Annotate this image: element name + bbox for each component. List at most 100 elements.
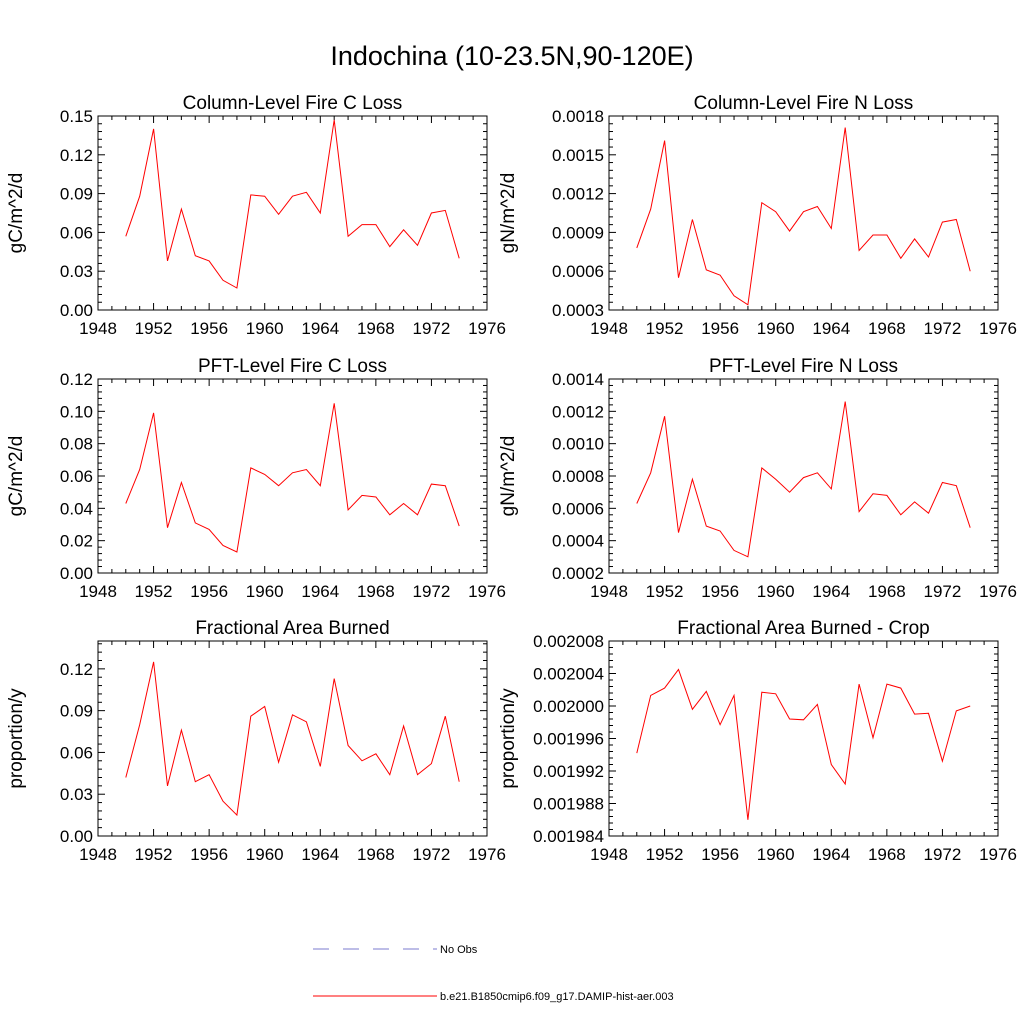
plot-frame <box>608 378 999 574</box>
y-tick-label: 0.0008 <box>552 467 604 486</box>
x-tick-label: 1948 <box>79 845 117 864</box>
y-tick-label: 0.001984 <box>533 827 604 846</box>
plot-frame <box>608 640 999 837</box>
y-tick-label: 0.12 <box>60 370 93 389</box>
y-axis-label: gC/m^2/d <box>6 173 27 254</box>
y-tick-label: 0.00 <box>60 564 93 583</box>
x-tick-label: 1968 <box>357 319 395 338</box>
chart-title: Fractional Area Burned - Crop <box>677 618 929 639</box>
x-tick-label: 1948 <box>590 319 628 338</box>
y-tick-label: 0.0012 <box>552 402 604 421</box>
y-axis-label: gC/m^2/d <box>6 436 27 517</box>
x-tick-label: 1972 <box>924 582 962 601</box>
y-tick-label: 0.0010 <box>552 435 604 454</box>
y-tick-label: 0.04 <box>60 499 93 518</box>
x-tick-label: 1976 <box>979 319 1017 338</box>
x-tick-label: 1952 <box>646 845 684 864</box>
y-tick-label: 0.12 <box>60 660 93 679</box>
x-tick-label: 1972 <box>413 845 451 864</box>
plot-frame <box>97 640 488 837</box>
y-tick-label: 0.001992 <box>533 762 604 781</box>
x-tick-label: 1960 <box>757 845 795 864</box>
y-axis-label: gN/m^2/d <box>498 436 519 517</box>
x-tick-label: 1976 <box>468 582 506 601</box>
x-tick-label: 1956 <box>701 582 739 601</box>
x-tick-label: 1948 <box>79 582 117 601</box>
x-tick-label: 1952 <box>135 319 173 338</box>
y-axis-label: proportion/y <box>498 688 519 789</box>
x-tick-label: 1968 <box>868 845 906 864</box>
x-tick-label: 1972 <box>413 319 451 338</box>
chart-title: Fractional Area Burned <box>195 618 389 639</box>
x-tick-label: 1952 <box>135 845 173 864</box>
chart-title: Column-Level Fire C Loss <box>183 93 403 114</box>
y-tick-label: 0.09 <box>60 185 93 204</box>
x-tick-label: 1968 <box>357 845 395 864</box>
y-tick-label: 0.00 <box>60 301 93 320</box>
y-tick-label: 0.02 <box>60 532 93 551</box>
x-tick-label: 1960 <box>757 582 795 601</box>
y-tick-label: 0.002008 <box>533 632 604 651</box>
y-tick-label: 0.001996 <box>533 730 604 749</box>
y-tick-label: 0.002004 <box>533 665 604 684</box>
x-tick-label: 1948 <box>590 845 628 864</box>
x-tick-label: 1960 <box>246 845 284 864</box>
x-tick-label: 1976 <box>468 319 506 338</box>
x-tick-label: 1968 <box>357 582 395 601</box>
y-tick-label: 0.06 <box>60 743 93 762</box>
x-tick-label: 1956 <box>190 319 228 338</box>
y-tick-label: 0.0012 <box>552 185 604 204</box>
plot-frame <box>97 378 488 574</box>
x-tick-label: 1976 <box>979 845 1017 864</box>
series-line-1 <box>636 668 971 820</box>
chart-panel-6: Fractional Area Burned - Crop 1948 1952 195… <box>498 618 1017 864</box>
series-line-1 <box>125 119 460 289</box>
x-tick-label: 1964 <box>301 845 339 864</box>
panels-group: Column-Level Fire C Loss 1948 1952 1956 1960… <box>6 93 1017 864</box>
y-tick-label: 0.10 <box>60 402 93 421</box>
x-tick-label: 1960 <box>246 319 284 338</box>
x-tick-label: 1956 <box>701 319 739 338</box>
y-tick-label: 0.0002 <box>552 564 604 583</box>
y-tick-label: 0.06 <box>60 467 93 486</box>
chart-panel-4: PFT-Level Fire N Loss 1948 1952 1956 1960 196… <box>498 356 1017 601</box>
y-tick-label: 0.09 <box>60 702 93 721</box>
y-tick-label: 0.03 <box>60 262 93 281</box>
chart-title: PFT-Level Fire N Loss <box>709 356 898 377</box>
y-tick-label: 0.0006 <box>552 262 604 281</box>
chart-title: Column-Level Fire N Loss <box>694 93 914 114</box>
x-tick-label: 1976 <box>468 845 506 864</box>
x-tick-label: 1964 <box>301 582 339 601</box>
y-tick-label: 0.0006 <box>552 499 604 518</box>
y-tick-label: 0.08 <box>60 435 93 454</box>
figure-title: Indochina (10-23.5N,90-120E) <box>330 41 693 71</box>
x-tick-label: 1968 <box>868 582 906 601</box>
x-tick-label: 1972 <box>924 319 962 338</box>
series-line-1 <box>636 127 971 306</box>
y-tick-label: 0.15 <box>60 107 93 126</box>
y-tick-label: 0.0004 <box>552 532 604 551</box>
y-tick-label: 0.12 <box>60 146 93 165</box>
legend-label-no-obs: No Obs <box>440 944 478 956</box>
x-tick-label: 1972 <box>413 582 451 601</box>
y-tick-label: 0.03 <box>60 785 93 804</box>
x-tick-label: 1964 <box>812 845 850 864</box>
x-tick-label: 1960 <box>757 319 795 338</box>
y-tick-label: 0.0009 <box>552 223 604 242</box>
y-tick-label: 0.001988 <box>533 795 604 814</box>
chart-panel-1: Column-Level Fire C Loss 1948 1952 1956 1960… <box>6 93 506 338</box>
x-tick-label: 1976 <box>979 582 1017 601</box>
y-axis-label: proportion/y <box>6 688 27 789</box>
x-tick-label: 1964 <box>812 582 850 601</box>
y-tick-label: 0.0018 <box>552 107 604 126</box>
x-tick-label: 1952 <box>646 319 684 338</box>
x-tick-label: 1972 <box>924 845 962 864</box>
chart-title: PFT-Level Fire C Loss <box>198 356 387 377</box>
legend-label-model-run: b.e21.B1850cmip6.f09_g17.DAMIP-hist-aer.… <box>440 991 674 1003</box>
plot-frame <box>608 115 999 311</box>
y-axis-label: gN/m^2/d <box>498 173 519 254</box>
x-tick-label: 1964 <box>812 319 850 338</box>
x-tick-label: 1964 <box>301 319 339 338</box>
plot-frame <box>97 115 488 311</box>
